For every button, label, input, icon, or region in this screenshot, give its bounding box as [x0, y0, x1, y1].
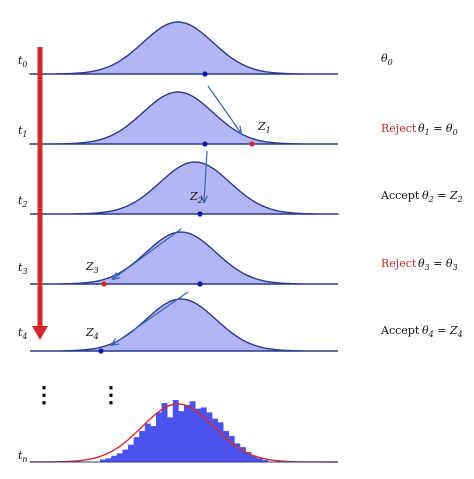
- equation-t3: θ3 = θ3: [418, 257, 458, 272]
- proposal-label-z2: Z2: [189, 190, 203, 205]
- time-label-tn: tn: [18, 449, 28, 464]
- proposal-arrow-2: [204, 150, 207, 202]
- current-point-t1: [202, 141, 208, 147]
- histogram-bar: [228, 435, 235, 462]
- histogram-bar: [172, 400, 179, 462]
- current-point-t0: [202, 71, 208, 77]
- density-curve-t0: [29, 21, 338, 75]
- row-t3: Z3 t3 Reject θ3 = θ3: [18, 228, 458, 287]
- density-curve-t1: [29, 91, 338, 145]
- row-t1: Z1 t1 Reject θ1 = θ0: [18, 85, 458, 147]
- histogram-bar: [111, 455, 118, 462]
- proposal-label-z1: Z1: [257, 120, 271, 135]
- histogram-bar: [144, 423, 151, 462]
- target-density-curve: [29, 403, 338, 463]
- row-t2: Z2 t2 Accept θ2 = Z2: [18, 150, 463, 217]
- status-reject-3: Reject: [381, 257, 417, 270]
- equation-t2: θ2 = Z2: [422, 189, 463, 204]
- histogram-bar: [122, 449, 129, 462]
- row-t0: t0 θ0: [18, 21, 393, 77]
- histogram-bar: [234, 443, 241, 462]
- equation-t4: θ4 = Z4: [422, 324, 463, 339]
- current-point-t3: [197, 281, 203, 287]
- density-curve-t2: [30, 161, 339, 215]
- histogram-bar: [184, 404, 190, 462]
- time-label-t0: t0: [18, 54, 28, 69]
- density-curve-t3: [29, 231, 338, 285]
- time-label-t1: t1: [18, 124, 28, 139]
- histogram-bar: [150, 426, 157, 462]
- ellipsis-middle: ⋮: [100, 382, 122, 408]
- time-label-t4: t4: [18, 326, 28, 341]
- histogram-bar: [189, 401, 196, 462]
- histogram-bar: [178, 411, 185, 462]
- histogram-bar: [206, 412, 213, 462]
- histogram-bar: [245, 452, 252, 462]
- accepted-proposal-z4: [98, 348, 104, 354]
- status-accept-2: Accept: [380, 189, 420, 202]
- histogram-bar: [128, 444, 134, 462]
- row-t4: Z4 t4 Accept θ4 = Z4: [18, 291, 463, 354]
- histogram-bar: [262, 460, 269, 462]
- time-label-t2: t2: [18, 194, 28, 209]
- histogram-bar: [105, 458, 112, 462]
- accepted-proposal-z2: [197, 211, 203, 217]
- equation-t0: θ0: [381, 52, 393, 67]
- histogram-bar: [156, 412, 162, 462]
- histogram-bar: [200, 407, 207, 462]
- histogram-bar: [217, 422, 224, 462]
- equation-t1: θ1 = θ0: [418, 122, 458, 137]
- proposal-arrow-3: [113, 228, 182, 279]
- histogram-bar: [256, 458, 263, 462]
- histogram-bar: [240, 447, 246, 462]
- histogram-bar: [167, 417, 174, 462]
- sample-histogram: [100, 400, 269, 462]
- histogram-bar: [212, 418, 218, 462]
- histogram-bar: [223, 431, 230, 462]
- histogram-bar: [251, 455, 258, 462]
- rejected-proposal-z3: [101, 281, 107, 287]
- rejected-proposal-z1: [249, 141, 255, 147]
- histogram-bar: [133, 437, 140, 462]
- time-arrowhead: [32, 326, 48, 340]
- histogram-bar: [161, 403, 168, 462]
- proposal-label-z3: Z3: [85, 260, 99, 275]
- density-curve-t4: [29, 298, 338, 352]
- status-accept-4: Accept: [380, 324, 420, 337]
- ellipsis-left: ⋮: [33, 382, 55, 408]
- proposal-arrow-1: [207, 85, 241, 133]
- histogram-bar: [195, 408, 202, 462]
- proposal-arrow-4: [112, 291, 189, 345]
- status-reject-1: Reject: [381, 122, 417, 135]
- histogram-bar: [100, 459, 106, 462]
- histogram-bar: [139, 431, 146, 462]
- time-label-t3: t3: [18, 261, 28, 276]
- proposal-label-z4: Z4: [85, 326, 99, 341]
- histogram-bar: [116, 453, 123, 462]
